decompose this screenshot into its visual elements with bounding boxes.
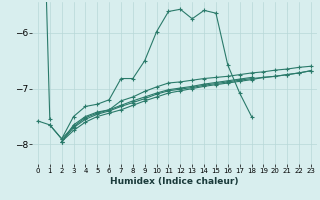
X-axis label: Humidex (Indice chaleur): Humidex (Indice chaleur) — [110, 177, 239, 186]
